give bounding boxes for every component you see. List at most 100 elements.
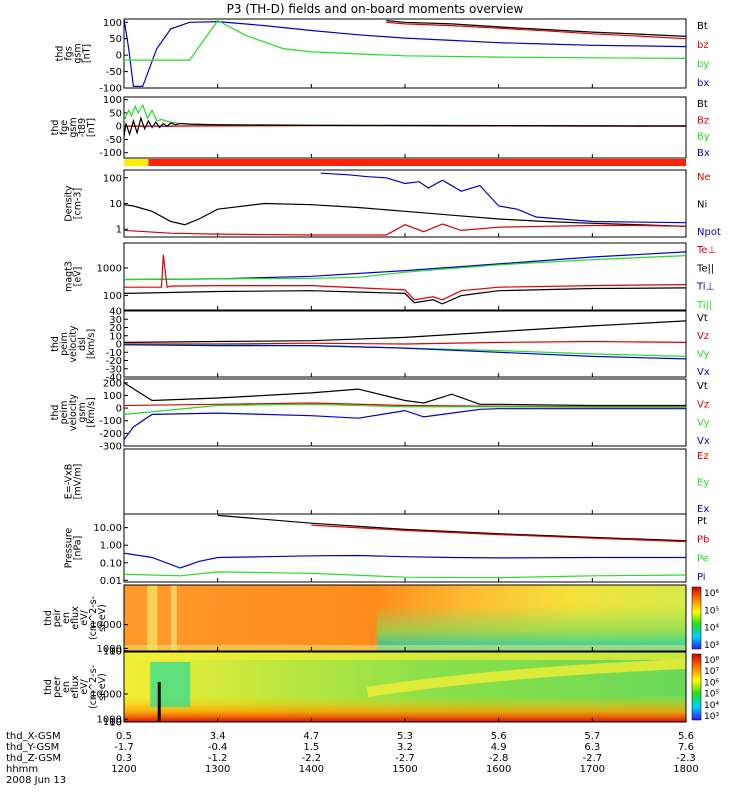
legend-label: Ne <box>697 172 711 183</box>
series-line-Pb <box>311 524 686 543</box>
series-line-Npot <box>320 172 686 224</box>
legend-label: Vz <box>697 399 709 410</box>
y-axis-label: gsm <box>68 117 79 137</box>
series-line-Vt <box>124 320 686 343</box>
y-tick-label: 1.00 <box>100 541 122 552</box>
series-line-Vz <box>124 340 686 345</box>
y-tick-label: 100 <box>103 646 122 657</box>
y-axis-label: [nPa] <box>73 536 84 561</box>
panel-frame <box>123 448 687 515</box>
row-label-z-gsm: thd_Z-GSM <box>6 753 61 764</box>
time-axis-value: 1400 <box>299 764 324 775</box>
time-axis-value: -2.8 <box>489 753 509 764</box>
series-line-Pe <box>124 571 686 579</box>
y-tick-label: 1000 <box>97 715 122 726</box>
y-axis-label: gsm <box>73 43 84 63</box>
series-line-By <box>124 103 686 127</box>
legend-label: Ey <box>697 478 709 489</box>
y-tick-label: -300 <box>99 442 122 453</box>
legend-label: Vx <box>697 367 710 378</box>
y-axis-label: gsm <box>77 402 88 422</box>
y-axis-label: sr-eV) <box>97 673 108 701</box>
legend-label: by <box>697 59 709 70</box>
y-tick-label: 10 <box>109 199 122 210</box>
time-axis-value: -2.7 <box>583 753 603 764</box>
y-axis-label: velocity <box>68 394 79 432</box>
time-axis-value: 5.6 <box>491 731 507 742</box>
series-line-Bt <box>124 116 686 137</box>
legend-label: Pi <box>697 572 706 583</box>
y-tick-label: 30 <box>109 315 122 326</box>
time-axis-value: 7.6 <box>678 742 694 753</box>
y-axis-label: peim <box>59 332 70 356</box>
row-label-x-gsm: thd_X-GSM <box>6 731 61 742</box>
y-tick-label: 1000 <box>97 644 122 655</box>
legend-label: Bt <box>697 99 708 110</box>
colorbar-tick-label: 10⁷ <box>704 667 719 677</box>
y-tick-label: 100 <box>103 717 122 728</box>
legend-label: Ti|| <box>696 300 712 311</box>
time-axis-value: 3.4 <box>210 731 226 742</box>
y-tick-label: 100 <box>103 291 122 302</box>
legend-label: bx <box>697 78 709 89</box>
colorbar-tick-label: 10⁸ <box>704 656 719 666</box>
y-tick-label: 1000 <box>97 263 122 274</box>
time-axis-value: -0.4 <box>208 742 228 753</box>
time-axis-value: 4.9 <box>491 742 507 753</box>
time-axis-value: 5.7 <box>584 731 600 742</box>
y-tick-label: 20 <box>109 323 122 334</box>
y-tick-label: 0 <box>116 51 122 62</box>
legend-label: bz <box>697 40 709 51</box>
time-axis-value: 6.3 <box>584 742 600 753</box>
series-line-Vx <box>124 344 686 360</box>
y-axis-label: fgs <box>64 46 75 60</box>
colorbar-tick-label: 10⁶ <box>704 678 719 688</box>
legend-label: Vt <box>697 381 708 392</box>
legend-label: Vx <box>697 436 710 447</box>
y-axis-label: peim <box>59 401 70 425</box>
time-axis-value: -1.7 <box>114 742 134 753</box>
legend-label: Pb <box>697 535 709 546</box>
legend-label: Ni <box>697 200 707 211</box>
time-axis-value: -2.3 <box>676 753 696 764</box>
legend-label: Vt <box>697 313 708 324</box>
time-axis-value: 1200 <box>111 764 136 775</box>
time-axis: thd_X-GSM thd_Y-GSM thd_Z-GSM hhmm 2008 … <box>6 731 699 786</box>
y-axis-label: (cm^2-s- <box>88 665 99 709</box>
panel-efield: E=-VxB[mV/m] Ez Ey Ex <box>64 448 709 515</box>
y-axis-label: [nT] <box>82 44 93 63</box>
y-tick-label: 0 <box>116 340 122 351</box>
time-axis-value: 1500 <box>392 764 417 775</box>
y-tick-label: 0.10 <box>100 558 122 569</box>
y-tick-label: 1 <box>116 225 122 236</box>
colorbar-tick-label: 10³ <box>704 712 719 722</box>
time-axis-value: -1.2 <box>208 753 228 764</box>
y-tick-label: 10000 <box>90 690 122 701</box>
y-tick-label: -100 <box>99 84 122 95</box>
colorbar-tick-label: 10⁵ <box>704 690 719 700</box>
row-label-hhmm: hhmm <box>6 764 38 775</box>
y-tick-label: -200 <box>99 429 122 440</box>
y-axis-label: en <box>61 681 72 693</box>
colorbar-tick-label: 10³ <box>704 641 719 651</box>
y-axis-label: thd <box>50 405 61 421</box>
panel-frame <box>123 378 687 447</box>
y-tick-label: 10 <box>109 646 122 657</box>
series-line-Te <box>124 287 686 305</box>
y-tick-label: 100 <box>103 95 122 106</box>
legend-label: Npot <box>697 227 721 238</box>
legend-label: Te|| <box>696 263 714 274</box>
spectrogram-image <box>124 652 686 722</box>
panel-frame <box>123 96 687 159</box>
series-line-Ne <box>124 223 686 236</box>
panels: 100500-50-100thdfgsgsm[nT]Btbzbybx100500… <box>43 18 721 729</box>
time-axis-value: 1300 <box>205 764 230 775</box>
time-axis-value: 5.6 <box>678 731 694 742</box>
legend-label: Vy <box>697 349 710 360</box>
panel-temperature: 1000 100 magt3[eV] Te⊥ Te|| Ti⊥ Ti|| <box>64 242 716 311</box>
y-axis-label: E=-VxB <box>64 464 75 499</box>
